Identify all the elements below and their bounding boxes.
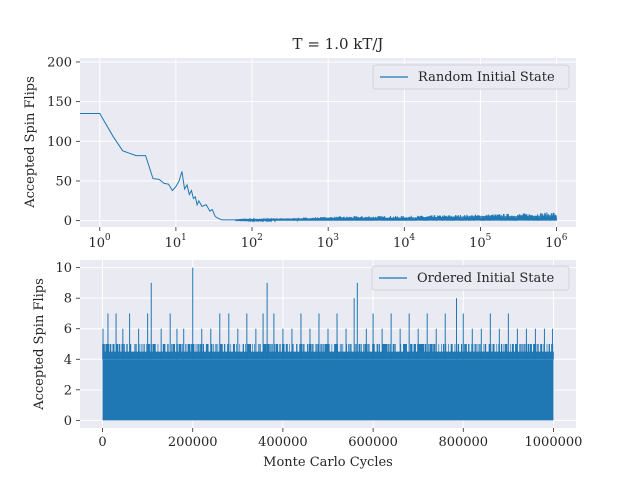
bottom-y-tick-label: 4 bbox=[64, 353, 72, 368]
top-x-tick-label: 10 bbox=[88, 236, 105, 251]
bottom-x-tick-label: 600000 bbox=[348, 435, 398, 450]
bottom-y-tick-label: 6 bbox=[64, 322, 72, 337]
top-y-tick-label: 0 bbox=[64, 214, 72, 229]
top-x-tick-exponent: 6 bbox=[562, 233, 568, 243]
chart-title: T = 1.0 kT/J bbox=[293, 35, 384, 53]
bottom-x-tick-label: 400000 bbox=[258, 435, 308, 450]
top-y-tick-label: 200 bbox=[47, 55, 72, 70]
top-legend-box bbox=[372, 64, 570, 90]
bottom-y-axis-label: Accepted Spin Flips bbox=[32, 278, 47, 411]
bottom-y-tick-label: 0 bbox=[64, 414, 72, 429]
top-x-tick-label: 10 bbox=[165, 236, 182, 251]
top-legend: Random Initial State bbox=[372, 64, 570, 90]
top-x-tick-label: 10 bbox=[469, 236, 486, 251]
bottom-y-tick-label: 10 bbox=[55, 261, 72, 276]
top-y-ticks: 0 50 100 150 200 bbox=[47, 55, 80, 229]
bottom-x-tick-label: 1000000 bbox=[525, 435, 583, 450]
bottom-legend: Ordered Initial State bbox=[371, 265, 570, 291]
top-x-ticks: 10 0 10 1 10 2 10 3 10 4 10 5 10 6 bbox=[88, 227, 568, 251]
top-x-tick-exponent: 1 bbox=[181, 233, 187, 243]
top-x-tick-label: 10 bbox=[317, 236, 334, 251]
bottom-x-tick-label: 0 bbox=[98, 435, 106, 450]
top-x-tick-label: 10 bbox=[241, 236, 258, 251]
bottom-legend-box bbox=[371, 265, 570, 291]
bottom-x-ticks: 0 200000 400000 600000 800000 1000000 bbox=[98, 428, 582, 450]
bottom-y-ticks: 0 2 4 6 8 10 bbox=[55, 261, 80, 429]
bottom-series bbox=[102, 267, 554, 421]
top-x-tick-exponent: 0 bbox=[105, 233, 111, 243]
bottom-y-tick-label: 2 bbox=[64, 383, 72, 398]
top-y-tick-label: 50 bbox=[55, 174, 72, 189]
bottom-panel: 0 200000 400000 600000 800000 1000000 0 2 4 6 8 10… bbox=[32, 260, 582, 470]
bottom-y-tick-label: 8 bbox=[64, 292, 72, 307]
top-legend-label: Random Initial State bbox=[418, 70, 555, 85]
bottom-legend-label: Ordered Initial State bbox=[417, 271, 554, 286]
top-x-tick-exponent: 5 bbox=[486, 233, 492, 243]
top-series-noise bbox=[235, 212, 558, 223]
top-y-axis-label: Accepted Spin Flips bbox=[23, 76, 38, 209]
top-x-tick-exponent: 2 bbox=[257, 233, 263, 243]
bottom-x-tick-label: 800000 bbox=[438, 435, 488, 450]
bottom-x-axis-label: Monte Carlo Cycles bbox=[263, 455, 393, 470]
top-x-tick-exponent: 3 bbox=[333, 233, 339, 243]
top-y-tick-label: 150 bbox=[47, 95, 72, 110]
bottom-x-tick-label: 200000 bbox=[168, 435, 218, 450]
top-y-tick-label: 100 bbox=[47, 135, 72, 150]
bottom-series-band bbox=[102, 359, 554, 421]
top-x-tick-exponent: 4 bbox=[409, 233, 415, 243]
top-x-tick-label: 10 bbox=[393, 236, 410, 251]
top-series bbox=[80, 113, 558, 223]
top-x-tick-label: 10 bbox=[545, 236, 562, 251]
